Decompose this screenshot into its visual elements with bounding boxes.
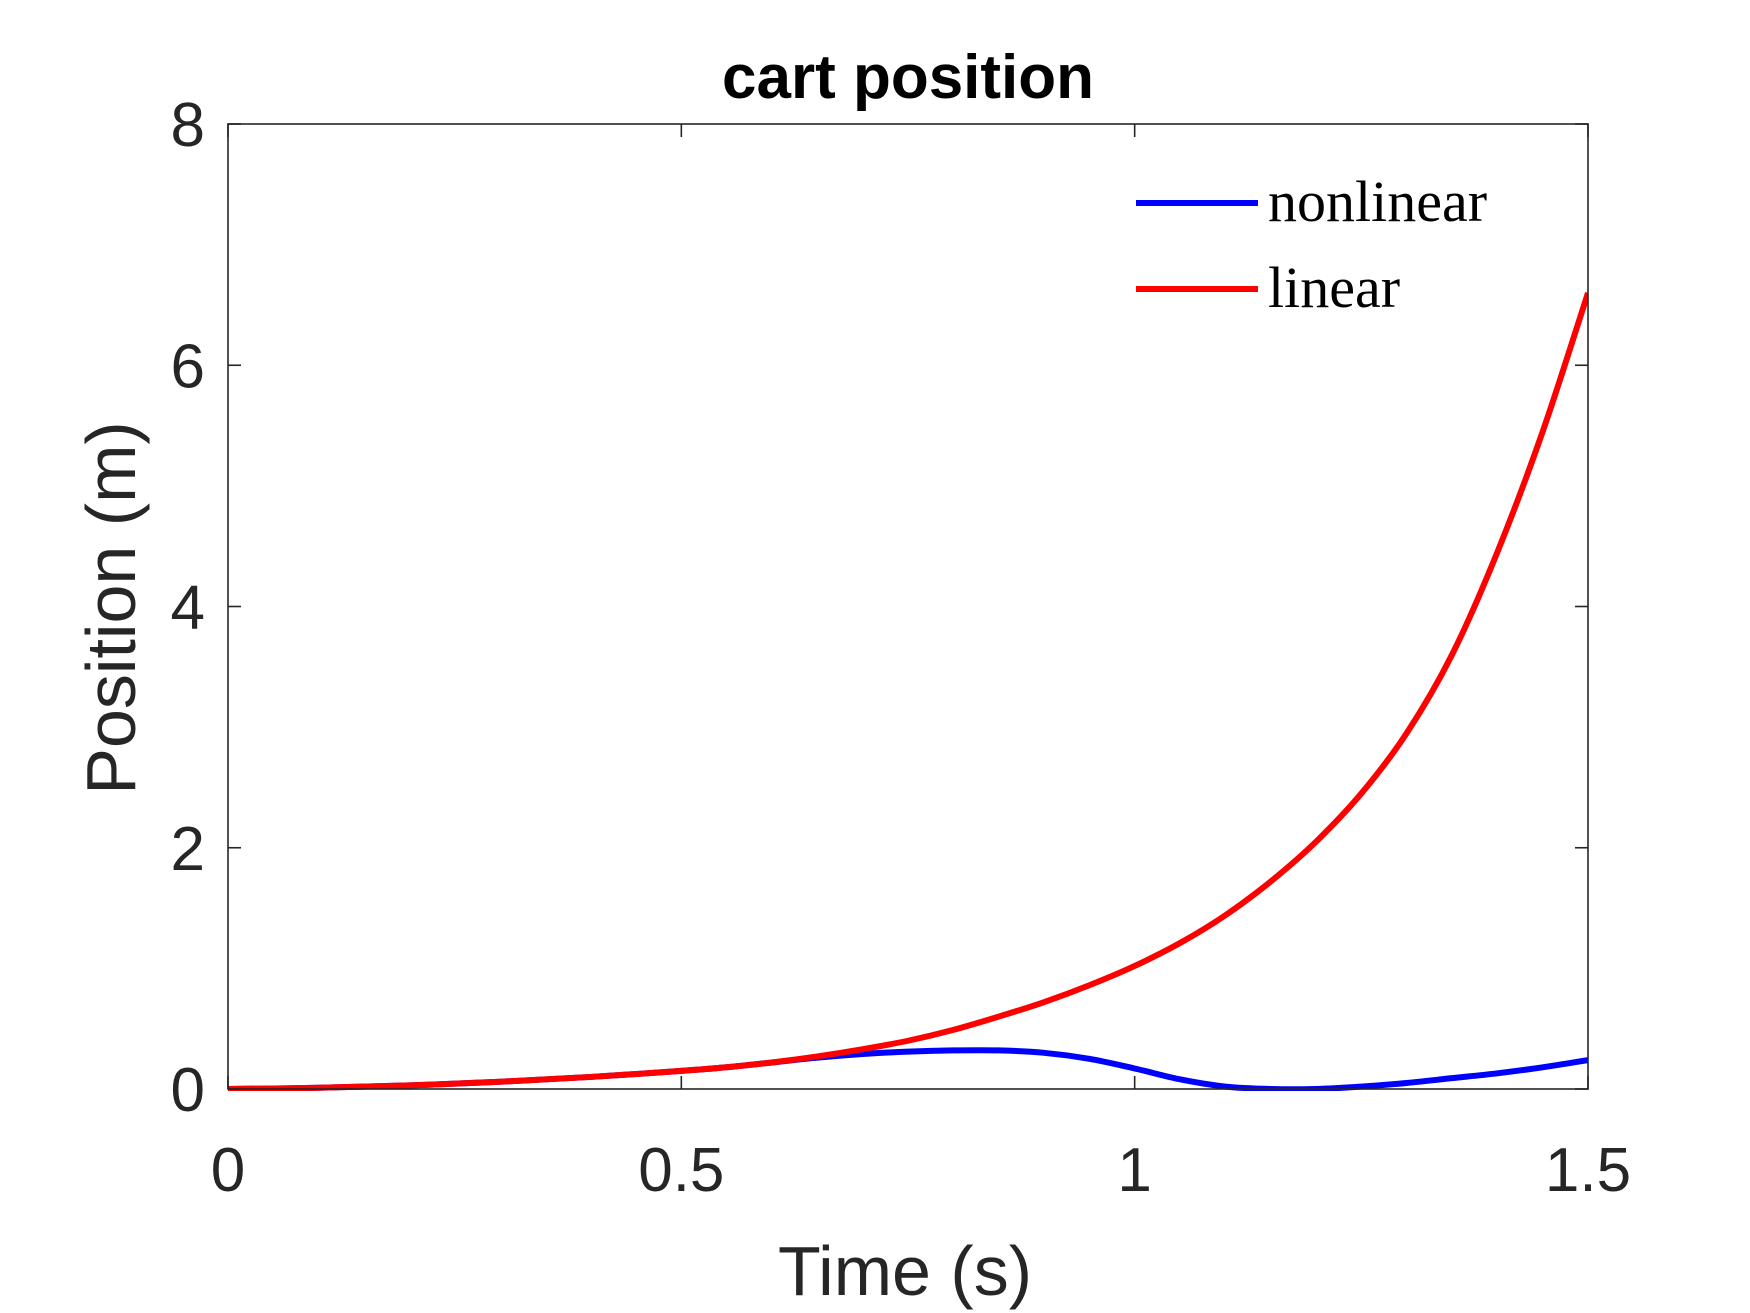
legend: nonlinear linear	[1136, 169, 1487, 320]
series-layer	[228, 291, 1588, 1091]
chart-title: cart position	[722, 43, 1094, 112]
x-tick-label: 1.5	[1545, 1136, 1631, 1205]
legend-label-nonlinear: nonlinear	[1268, 169, 1487, 234]
ticks-layer: 0 0.5 1 1.5 0 2 4 6 8	[171, 91, 1632, 1205]
series-line-linear	[228, 291, 1588, 1091]
y-tick-label: 6	[171, 332, 205, 401]
y-tick-label: 8	[171, 91, 205, 160]
y-tick-label: 4	[171, 574, 205, 643]
plot-area	[228, 124, 1588, 1089]
x-tick-label: 0	[211, 1136, 245, 1205]
x-axis-label: Time (s)	[778, 1232, 1032, 1310]
x-tick-label: 0.5	[638, 1136, 724, 1205]
y-axis-label: Position (m)	[72, 421, 150, 794]
y-tick-label: 0	[171, 1056, 205, 1125]
plot-background	[228, 124, 1588, 1089]
x-tick-label: 1	[1117, 1136, 1151, 1205]
legend-label-linear: linear	[1268, 255, 1400, 320]
y-tick-label: 2	[171, 815, 205, 884]
